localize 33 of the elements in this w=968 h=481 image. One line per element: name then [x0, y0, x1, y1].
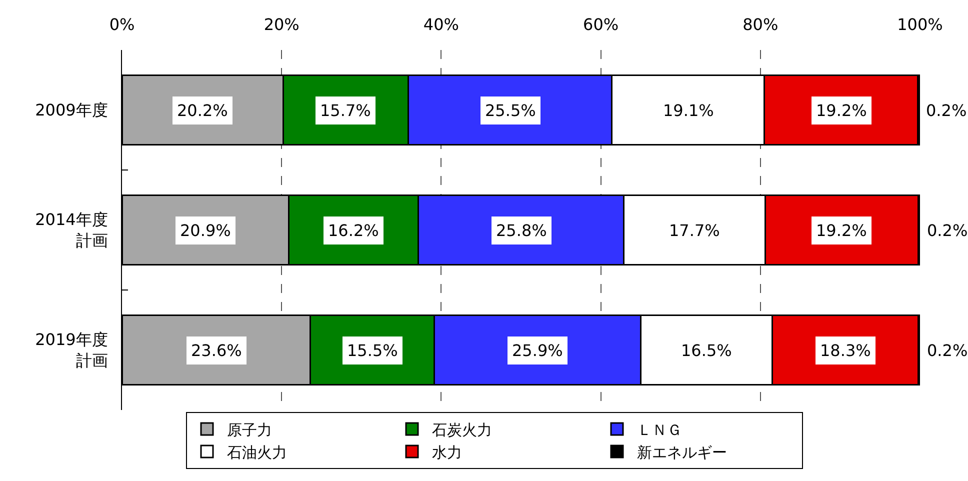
- x-tick-label: 40%: [423, 14, 459, 34]
- data-label: 0.2%: [927, 221, 968, 240]
- data-label: 0.2%: [927, 341, 968, 360]
- y-tick-label: 2009年度: [35, 100, 108, 120]
- data-label: 20.9%: [180, 221, 231, 240]
- x-tick-label: 80%: [742, 14, 778, 34]
- data-label: 16.2%: [328, 221, 379, 240]
- data-label: 18.3%: [820, 341, 871, 360]
- y-tick-label: 2019年度計画: [35, 330, 108, 370]
- data-label: 17.7%: [669, 221, 720, 240]
- data-label: 19.2%: [816, 221, 867, 240]
- y-tick-label: 2014年度計画: [35, 210, 108, 250]
- data-label: 15.7%: [320, 101, 371, 120]
- legend-label: ＬＮＧ: [637, 420, 682, 439]
- x-tick-label: 20%: [264, 14, 300, 34]
- data-label: 0.2%: [926, 101, 967, 120]
- data-label: 23.6%: [191, 341, 242, 360]
- data-label: 20.2%: [177, 101, 228, 120]
- x-tick-label: 60%: [583, 14, 619, 34]
- data-label: 16.5%: [681, 341, 732, 360]
- legend-label: 石油火力: [227, 443, 288, 462]
- legend-label: 原子力: [227, 420, 272, 439]
- legend-label: 水力: [432, 443, 462, 462]
- legend-label: 石炭火力: [432, 420, 492, 439]
- data-label: 19.2%: [816, 101, 867, 120]
- x-tick-label: 0%: [109, 14, 135, 34]
- legend-label: 新エネルギー: [637, 443, 728, 462]
- data-label: 15.5%: [347, 341, 398, 360]
- data-label: 25.8%: [496, 221, 547, 240]
- data-label: 25.9%: [512, 341, 563, 360]
- data-label: 19.1%: [663, 101, 714, 120]
- data-label: 25.5%: [485, 101, 536, 120]
- x-tick-label: 100%: [897, 14, 943, 34]
